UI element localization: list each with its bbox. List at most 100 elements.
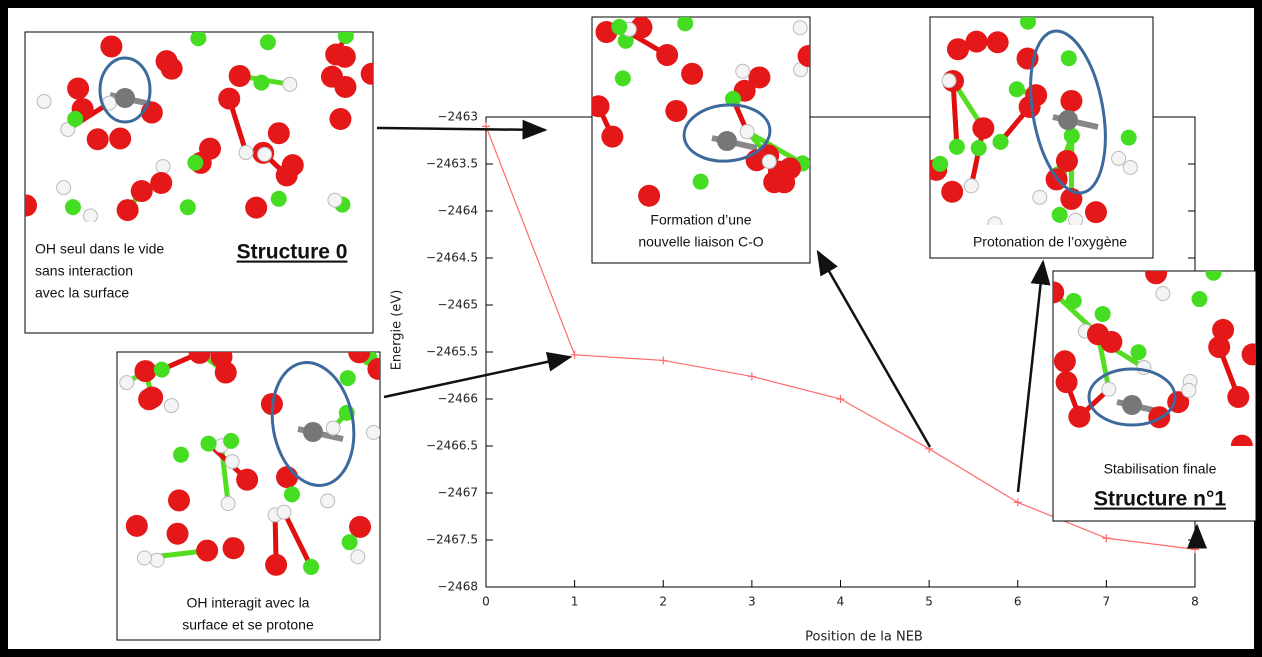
- arrow: [376, 119, 548, 140]
- atom: [60, 121, 76, 137]
- annotation-text: Protonation de l’oxygène: [973, 234, 1127, 250]
- atom: [1019, 17, 1036, 30]
- atom: [367, 357, 380, 380]
- atom: [948, 138, 965, 155]
- atom: [792, 20, 808, 36]
- atom: [941, 73, 957, 89]
- inset: Formation d’une nouvelle liaison C-O: [591, 16, 811, 264]
- atom: [166, 522, 189, 545]
- atom: [986, 31, 1009, 54]
- atom: [1053, 350, 1076, 373]
- atom: [283, 486, 300, 503]
- atom: [965, 30, 988, 53]
- annotation-text: sans interaction: [35, 263, 133, 279]
- atom: [970, 140, 987, 157]
- atom: [1051, 206, 1068, 223]
- structure-image: [930, 17, 1138, 225]
- atom: [761, 154, 777, 170]
- carbon-atom: [303, 422, 323, 442]
- atom: [116, 199, 139, 222]
- atom: [320, 65, 343, 88]
- atom: [67, 110, 84, 127]
- atom: [109, 127, 132, 150]
- atom: [333, 45, 356, 68]
- atom: [224, 454, 240, 470]
- atom: [218, 87, 241, 110]
- highlight: [682, 103, 772, 163]
- point-marker: [1013, 498, 1022, 507]
- atom: [223, 432, 240, 449]
- atom: [276, 466, 299, 489]
- atom: [236, 468, 259, 491]
- atom: [86, 128, 109, 151]
- carbon-atom: [115, 88, 135, 108]
- atom: [692, 173, 709, 190]
- atom: [134, 360, 157, 383]
- atom: [1111, 150, 1127, 166]
- atom: [1120, 129, 1137, 146]
- inset-box: [1052, 270, 1257, 522]
- atom: [56, 180, 72, 196]
- atom: [724, 90, 741, 107]
- x-tick-label: 2: [659, 595, 667, 609]
- highlight: [98, 56, 152, 124]
- atom: [125, 514, 148, 537]
- plot: −2468 −2467.5 −2467 −2466.5 −2466 −2465.5 −246…: [426, 110, 1199, 609]
- atom: [773, 171, 796, 194]
- arrow: [816, 249, 932, 448]
- atom: [1053, 281, 1065, 304]
- atom: [196, 539, 219, 562]
- structure-title: Structure n°1: [1094, 488, 1226, 511]
- atom: [257, 146, 273, 162]
- inset: Protonation de l’oxygène: [929, 16, 1154, 259]
- atom: [1191, 291, 1208, 308]
- x-tick-label: 8: [1191, 595, 1199, 609]
- atom: [987, 216, 1003, 225]
- atom: [348, 352, 371, 364]
- y-tick-label: −2466.5: [426, 439, 478, 453]
- atom: [614, 70, 631, 87]
- atom: [153, 361, 170, 378]
- y-axis-label: Energie (eV): [390, 290, 405, 371]
- atom: [1060, 89, 1083, 112]
- structure-image: [119, 352, 380, 576]
- atom: [611, 18, 628, 35]
- y-tick-label: −2464: [437, 204, 478, 218]
- structure-title: Structure 0: [237, 241, 348, 264]
- atom: [238, 145, 254, 161]
- atom: [1230, 434, 1253, 446]
- atom: [1155, 286, 1171, 302]
- atom: [67, 77, 90, 100]
- atom: [1145, 271, 1168, 285]
- atom: [1018, 95, 1041, 118]
- structure-image: [25, 32, 373, 222]
- atom: [1122, 159, 1138, 175]
- atom: [190, 32, 207, 47]
- x-tick-label: 1: [571, 595, 579, 609]
- atom: [1101, 381, 1117, 397]
- x-tick-label: 5: [925, 595, 933, 609]
- insets: OH seul dans le vide sans interaction avec…: [24, 16, 1257, 641]
- atom: [222, 537, 245, 560]
- atom: [349, 515, 372, 538]
- y-tick-label: −2465: [437, 298, 478, 312]
- atom: [36, 93, 52, 109]
- atom: [179, 199, 196, 216]
- y-tick-label: −2466: [437, 392, 478, 406]
- atom: [200, 435, 217, 452]
- atom: [630, 17, 653, 39]
- atom: [172, 446, 189, 463]
- carbon-atom: [717, 131, 737, 151]
- point-marker: [659, 356, 668, 365]
- atom: [681, 62, 704, 85]
- x-axis-label: Position de la NEB: [805, 630, 923, 645]
- x-tick-label: 4: [837, 595, 845, 609]
- atom: [188, 352, 211, 364]
- atom: [1212, 318, 1235, 341]
- atom: [329, 107, 352, 130]
- atom: [656, 44, 679, 67]
- bond: [281, 510, 314, 569]
- atom: [677, 17, 694, 32]
- arrow: [1016, 259, 1051, 493]
- inset-box: [591, 16, 811, 264]
